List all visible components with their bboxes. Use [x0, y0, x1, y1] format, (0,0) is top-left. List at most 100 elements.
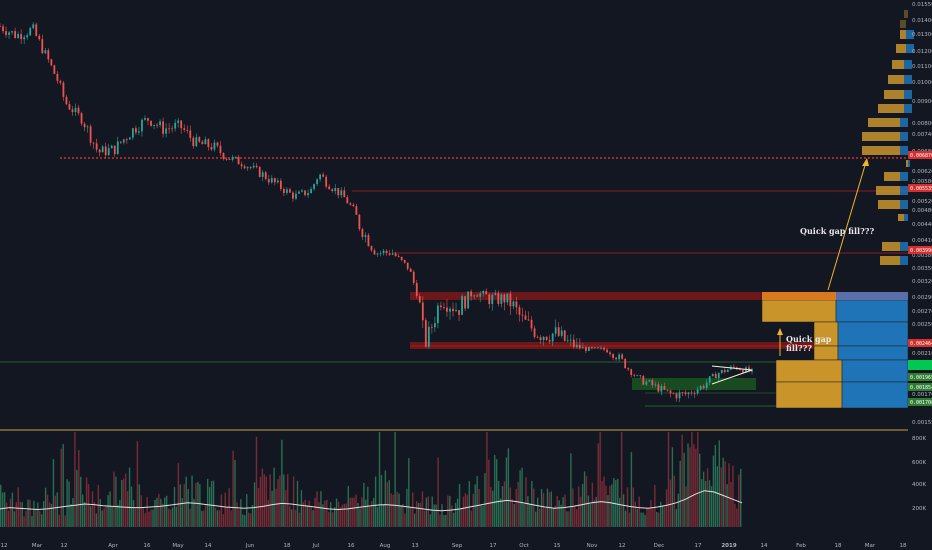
profile-bar-yellow [884, 172, 900, 181]
volume-bar [566, 511, 568, 527]
volume-bar [456, 498, 459, 527]
volume-bar [191, 475, 193, 527]
volume-bar [396, 491, 398, 527]
candle-body [666, 389, 669, 391]
volume-bar [679, 460, 681, 527]
volume-bar [390, 493, 392, 527]
candle-body [612, 354, 614, 358]
time-tick-label: 14 [761, 543, 768, 549]
volume-bar [478, 489, 480, 527]
candle-body [89, 126, 92, 143]
volume-bar [439, 514, 441, 527]
volume-bar [216, 510, 219, 527]
candle-body [639, 375, 642, 377]
volume-bar [509, 487, 512, 527]
volume-bar [400, 505, 402, 527]
candle-body [301, 190, 303, 192]
volume-bar [460, 508, 463, 527]
volume-bar [638, 496, 640, 527]
candle-body [352, 204, 355, 207]
candle-body [391, 253, 394, 255]
volume-bar [95, 513, 98, 527]
annotation-text: Quick gap [786, 334, 832, 344]
volume-bar [83, 501, 86, 527]
volume-bar [244, 515, 246, 527]
profile-bar-blue [904, 90, 912, 99]
volume-bar [740, 468, 742, 527]
candle-body [71, 109, 74, 113]
time-axis[interactable]: 12 Mar 12 Apr 16 May 14 Jun 18 Jul 16 Aug 13 Sep 17 Oct… [1, 543, 907, 549]
volume-bar [562, 497, 564, 527]
candle-body [264, 172, 267, 180]
price-tick-label: 0.011000 [912, 64, 932, 70]
volume-bar [347, 486, 349, 527]
candle-body [361, 229, 364, 237]
candle-body [189, 130, 192, 138]
profile-bar-blue [841, 359, 909, 383]
volume-bar [667, 432, 670, 527]
arrows [777, 158, 869, 356]
candle-body [400, 256, 403, 261]
profile-bar-yellow [868, 118, 900, 127]
candle-body [672, 393, 675, 395]
volume-bar [722, 457, 724, 527]
candle-body [705, 382, 708, 389]
volume-bar [13, 511, 16, 527]
candle-body [258, 166, 261, 177]
volume-bar [607, 495, 609, 527]
candle-body [159, 121, 161, 126]
volume-bar [369, 506, 371, 527]
candle-body [464, 296, 466, 309]
volume-bar [56, 492, 59, 527]
volume-bar [466, 494, 469, 527]
volume-bar [505, 457, 508, 527]
candle-body [699, 386, 702, 390]
candle-body [5, 31, 7, 35]
volume-bar [441, 504, 443, 527]
candle-body [421, 302, 424, 321]
volume-bar [447, 495, 449, 527]
volume-bar [433, 504, 435, 527]
candle-body [572, 339, 575, 348]
candle-body [337, 188, 340, 196]
price-zone [632, 378, 756, 390]
volume-bar [410, 507, 412, 527]
volume-bar [685, 486, 687, 527]
price-axis[interactable]: 0.015500 0.014000 0.013000 0.012000 0.011000… [912, 2, 932, 426]
price-zone [410, 292, 762, 300]
candle-body [470, 291, 473, 297]
candle-body [443, 307, 445, 308]
volume-bar [150, 509, 152, 527]
volume-bar [429, 514, 431, 527]
volume-bar [697, 432, 699, 527]
time-tick-label: Feb [796, 543, 806, 549]
volume-bar [431, 496, 433, 527]
profile-bar-blue [908, 160, 910, 167]
volume-bar [76, 469, 78, 527]
candle-body [560, 330, 563, 336]
volume-bar [97, 485, 100, 527]
candle-body [92, 142, 95, 144]
candle-body [86, 126, 89, 128]
volume-bar [490, 486, 492, 527]
price-badge [908, 339, 932, 347]
volume-axis[interactable]: 800K 600K 400K 200K [912, 436, 926, 512]
volume-bar [392, 494, 394, 527]
candle-body [433, 323, 436, 328]
candle-body [491, 294, 494, 305]
volume-bar [454, 502, 457, 527]
volume-bar [523, 504, 525, 527]
volume-bar [251, 504, 254, 527]
volume-bar [324, 500, 326, 527]
volume-bar [290, 509, 293, 527]
time-tick-label: May [172, 543, 184, 549]
volume-bar [681, 434, 683, 527]
price-badge [908, 184, 932, 192]
volume-bar [197, 481, 199, 527]
annotation-text: Quick gap fill??? [800, 226, 874, 236]
candle-body [216, 142, 219, 146]
volume-bar [162, 503, 164, 527]
profile-bar-yellow [878, 104, 904, 113]
candle-body [687, 392, 690, 394]
